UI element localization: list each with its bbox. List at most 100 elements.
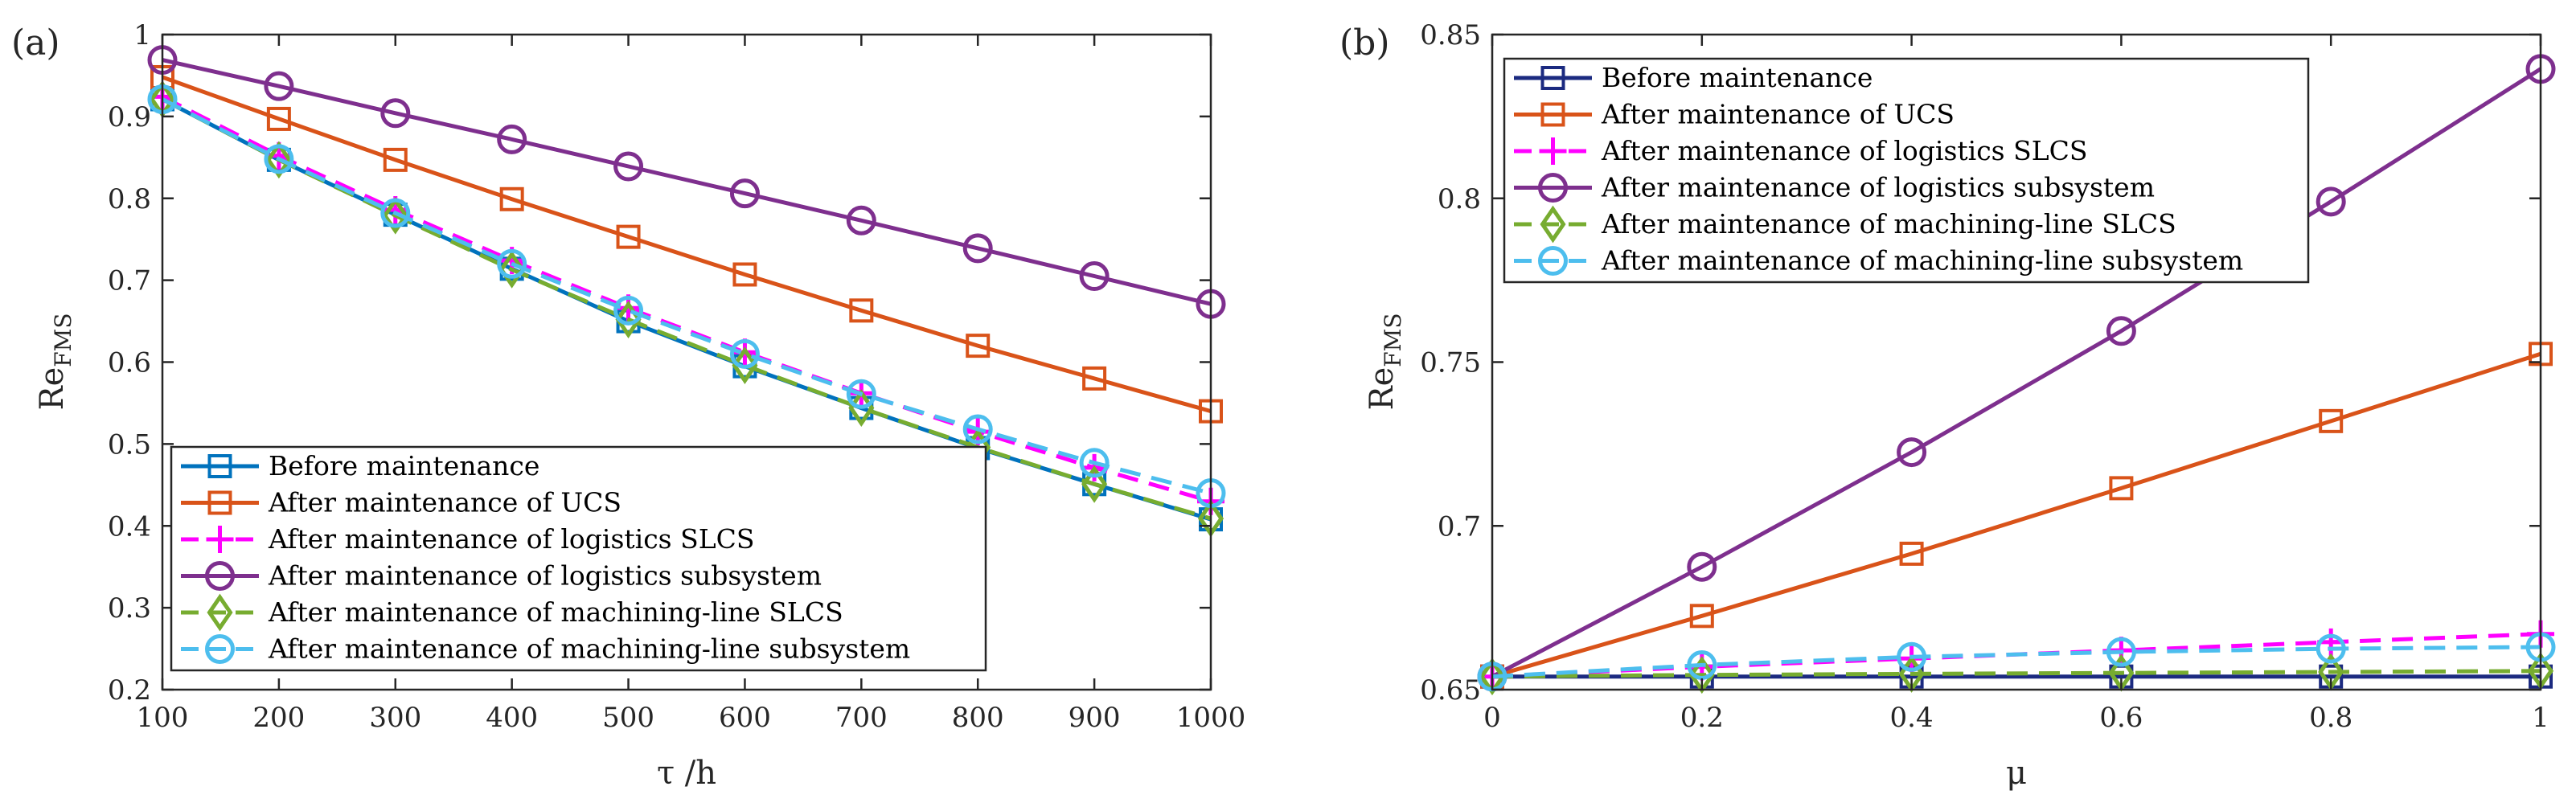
y-tick-label: 0.4 xyxy=(108,510,151,543)
legend-marker xyxy=(1538,246,1568,276)
x-tick-label: 500 xyxy=(602,702,654,734)
data-point xyxy=(497,124,527,154)
data-point xyxy=(382,196,408,235)
legend-entry: Before maintenance xyxy=(1514,62,1873,93)
legend-marker xyxy=(1540,66,1565,90)
x-tick-label: 200 xyxy=(252,702,305,734)
x-tick-label: 700 xyxy=(835,702,888,734)
legend-label: After maintenance of logistics SLCS xyxy=(268,523,754,555)
legend-entry: After maintenance of machining-line SLCS xyxy=(1514,205,2176,244)
y-tick-label: 0.7 xyxy=(1438,510,1481,543)
y-axis-label: ReFMS xyxy=(34,313,76,410)
legend-marker xyxy=(1538,173,1568,203)
data-point xyxy=(264,71,294,101)
legend-box xyxy=(1503,57,2310,284)
y-tick-label: 0.6 xyxy=(108,347,151,379)
data-point xyxy=(498,250,525,289)
series-line xyxy=(1491,645,2541,679)
x-tick-label: 100 xyxy=(137,702,189,734)
legend-label: After maintenance of logistics subsystem xyxy=(1601,172,2155,203)
data-point xyxy=(2106,637,2136,667)
y-axis-label-main: Re xyxy=(1364,367,1401,411)
y-axis-label-subscript: FMS xyxy=(50,313,76,367)
x-axis-label: μ xyxy=(2006,755,2027,792)
data-point xyxy=(1897,437,1927,468)
y-axis-label-main: Re xyxy=(34,367,71,411)
legend-label: After maintenance of machining-line SLCS xyxy=(268,596,843,628)
data-point xyxy=(613,151,644,182)
series-3 xyxy=(147,45,1226,319)
y-tick-label: 0.7 xyxy=(108,265,151,297)
x-tick-label: 300 xyxy=(369,702,421,734)
legend-entry: Before maintenance xyxy=(181,450,539,481)
data-point xyxy=(1899,541,1924,566)
data-point xyxy=(1687,649,1717,680)
legend-entry: After maintenance of logistics subsystem xyxy=(1514,172,2155,203)
y-tick-label: 0.65 xyxy=(1420,674,1481,707)
y-tick-label: 0.5 xyxy=(108,428,151,461)
data-point xyxy=(1079,448,1110,478)
data-point xyxy=(962,414,993,444)
data-point xyxy=(380,198,411,228)
data-point xyxy=(729,338,760,369)
data-point xyxy=(1079,261,1110,292)
data-point xyxy=(962,233,993,264)
legend-entry: After maintenance of logistics subsystem xyxy=(181,560,822,592)
legend-label: Before maintenance xyxy=(1602,62,1873,93)
legend-marker xyxy=(205,634,235,664)
legend-label: Before maintenance xyxy=(269,450,539,481)
data-point xyxy=(849,298,874,323)
x-tick-label: 0.4 xyxy=(1890,702,1934,734)
data-point xyxy=(846,379,876,409)
legend-marker xyxy=(207,593,233,632)
data-point xyxy=(846,205,876,236)
legend-label: After maintenance of UCS xyxy=(268,487,621,518)
legend-marker xyxy=(207,454,232,478)
series-line xyxy=(1491,351,2541,679)
y-tick-label: 0.8 xyxy=(1438,183,1481,215)
data-point xyxy=(383,147,408,172)
data-point xyxy=(2319,408,2344,433)
data-point xyxy=(2316,633,2346,664)
y-tick-label: 0.8 xyxy=(108,183,151,215)
data-point xyxy=(616,224,641,249)
y-tick-label: 0.85 xyxy=(1420,19,1481,51)
legend-marker xyxy=(1540,102,1565,127)
legend-entry: After maintenance of machining-line subs… xyxy=(181,633,910,665)
legend-box xyxy=(170,445,987,672)
legend-marker xyxy=(206,526,234,553)
x-tick-label: 800 xyxy=(952,702,1004,734)
legend-label: After maintenance of logistics SLCS xyxy=(1601,135,2087,166)
legend-marker xyxy=(1539,137,1567,165)
legend-label: After maintenance of machining-line subs… xyxy=(268,633,910,665)
legend-marker xyxy=(205,561,235,591)
series-line xyxy=(1491,669,2541,679)
data-point xyxy=(2106,316,2136,346)
data-point xyxy=(499,186,524,211)
data-point xyxy=(2316,186,2346,217)
x-tick-label: 1000 xyxy=(1176,702,1246,734)
series-3 xyxy=(1477,54,2556,692)
x-tick-label: 0.6 xyxy=(2099,702,2143,734)
y-tick-label: 0.3 xyxy=(108,592,151,625)
data-point xyxy=(265,141,292,179)
x-tick-label: 0 xyxy=(1483,702,1501,734)
x-tick-label: 900 xyxy=(1069,702,1121,734)
panel-a: 100 200 300 400 500 600 700 800 900 1000 0.2 0.3 0.4… xyxy=(11,19,1245,792)
series-line xyxy=(161,97,1212,495)
legend-label: After maintenance of machining-line subs… xyxy=(1601,245,2243,277)
legend-entry: After maintenance of UCS xyxy=(1514,99,1955,130)
y-tick-label: 0.9 xyxy=(108,101,151,133)
x-tick-label: 600 xyxy=(719,702,771,734)
x-tick-label: 400 xyxy=(486,702,538,734)
panel-b: 0 0.2 0.4 0.6 0.8 1 0.65 0.7 0.75 0.8 0.85 (b) μ ReFM… xyxy=(1339,19,2556,792)
data-point xyxy=(966,334,991,358)
legend-label: After maintenance of machining-line SLCS xyxy=(1601,208,2176,240)
series-1 xyxy=(150,64,1223,424)
data-point xyxy=(1479,657,1506,696)
legend-entry: After maintenance of UCS xyxy=(181,487,621,518)
series-line xyxy=(161,95,1212,504)
legend: Before maintenance After maintenance of U… xyxy=(170,445,987,672)
data-point xyxy=(1082,366,1107,391)
data-point xyxy=(732,346,758,385)
